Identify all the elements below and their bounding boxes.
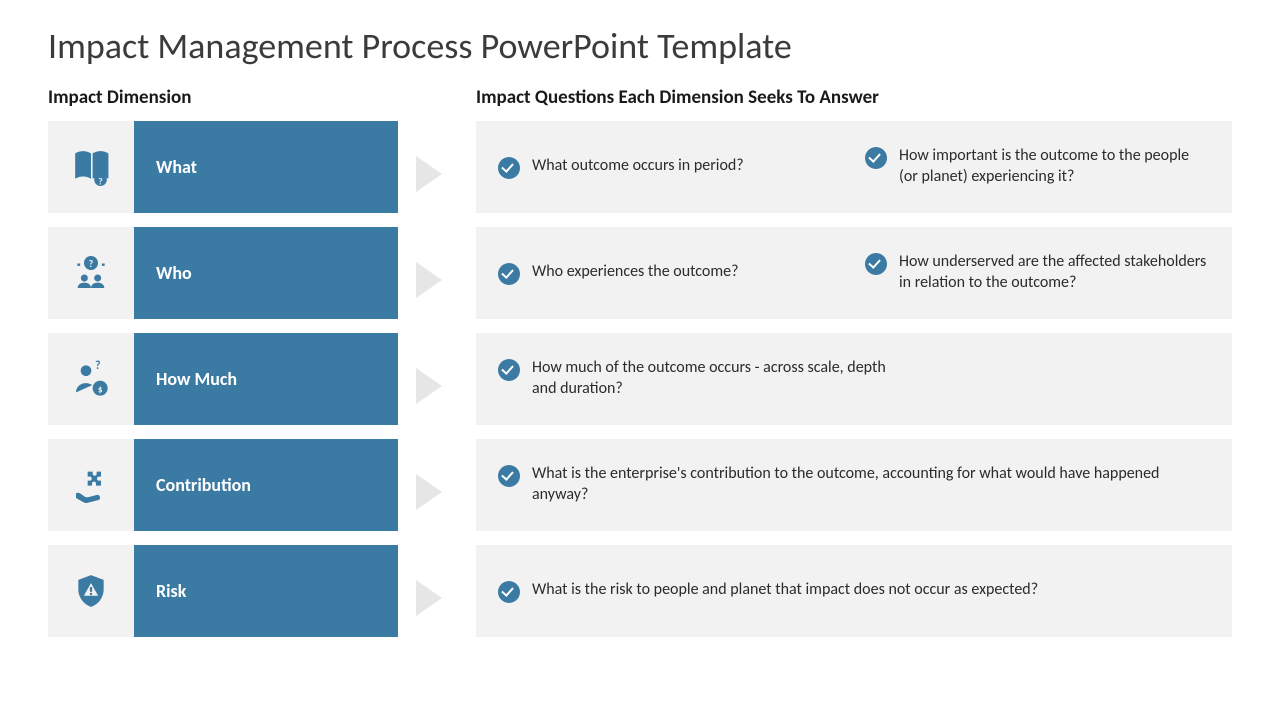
person-coin-icon: ?$ bbox=[48, 333, 134, 425]
slide-title: Impact Management Process PowerPoint Tem… bbox=[48, 24, 1232, 68]
question-item: How much of the outcome occurs - across … bbox=[498, 358, 1210, 400]
dimension-label: What bbox=[134, 121, 398, 213]
dimension-row-what: ? What bbox=[48, 121, 398, 213]
dimension-row-contribution: Contribution bbox=[48, 439, 398, 531]
question-text: What is the risk to people and planet th… bbox=[532, 580, 1038, 601]
question-item: How important is the outcome to the peop… bbox=[865, 146, 1210, 188]
question-text: What is the enterprise's contribution to… bbox=[532, 464, 1210, 506]
content-columns: Impact Dimension ? What ? Who ?$ How Muc… bbox=[48, 86, 1232, 658]
dimension-row-who: ? Who bbox=[48, 227, 398, 319]
check-icon bbox=[498, 359, 520, 381]
arrow-icon bbox=[416, 340, 458, 432]
check-icon bbox=[865, 147, 887, 169]
question-row-contribution: What is the enterprise's contribution to… bbox=[476, 439, 1232, 531]
question-item: Who experiences the outcome? bbox=[498, 262, 843, 285]
question-row-howmuch: How much of the outcome occurs - across … bbox=[476, 333, 1232, 425]
arrow-icon bbox=[416, 234, 458, 326]
dimension-row-risk: Risk bbox=[48, 545, 398, 637]
question-text: What outcome occurs in period? bbox=[532, 156, 744, 177]
svg-text:?: ? bbox=[89, 257, 94, 270]
question-row-what: What outcome occurs in period? How impor… bbox=[476, 121, 1232, 213]
dimension-label: Who bbox=[134, 227, 398, 319]
question-text: How underserved are the affected stakeho… bbox=[899, 252, 1210, 294]
check-icon bbox=[498, 263, 520, 285]
dimension-row-howmuch: ?$ How Much bbox=[48, 333, 398, 425]
check-icon bbox=[498, 581, 520, 603]
question-item: What is the enterprise's contribution to… bbox=[498, 464, 1210, 506]
dimension-label: How Much bbox=[134, 333, 398, 425]
question-text: How much of the outcome occurs - across … bbox=[532, 358, 892, 400]
dimension-label: Risk bbox=[134, 545, 398, 637]
check-icon bbox=[498, 465, 520, 487]
questions-heading: Impact Questions Each Dimension Seeks To… bbox=[476, 86, 1232, 109]
people-question-icon: ? bbox=[48, 227, 134, 319]
question-item: How underserved are the affected stakeho… bbox=[865, 252, 1210, 294]
arrow-icon bbox=[416, 446, 458, 538]
arrow-column bbox=[416, 86, 458, 658]
check-icon bbox=[498, 157, 520, 179]
svg-text:?: ? bbox=[98, 175, 102, 186]
question-text: How important is the outcome to the peop… bbox=[899, 146, 1210, 188]
question-text: Who experiences the outcome? bbox=[532, 262, 739, 283]
dimension-heading: Impact Dimension bbox=[48, 86, 398, 109]
hand-puzzle-icon bbox=[48, 439, 134, 531]
check-icon bbox=[865, 253, 887, 275]
dimension-label: Contribution bbox=[134, 439, 398, 531]
questions-column: Impact Questions Each Dimension Seeks To… bbox=[476, 86, 1232, 651]
svg-text:$: $ bbox=[98, 384, 103, 395]
arrow-icon bbox=[416, 552, 458, 644]
question-row-who: Who experiences the outcome? How underse… bbox=[476, 227, 1232, 319]
book-question-icon: ? bbox=[48, 121, 134, 213]
dimension-column: Impact Dimension ? What ? Who ?$ How Muc… bbox=[48, 86, 398, 651]
question-item: What outcome occurs in period? bbox=[498, 156, 843, 179]
svg-text:?: ? bbox=[95, 359, 100, 373]
question-row-risk: What is the risk to people and planet th… bbox=[476, 545, 1232, 637]
arrow-icon bbox=[416, 128, 458, 220]
shield-warning-icon bbox=[48, 545, 134, 637]
question-item: What is the risk to people and planet th… bbox=[498, 580, 1210, 603]
